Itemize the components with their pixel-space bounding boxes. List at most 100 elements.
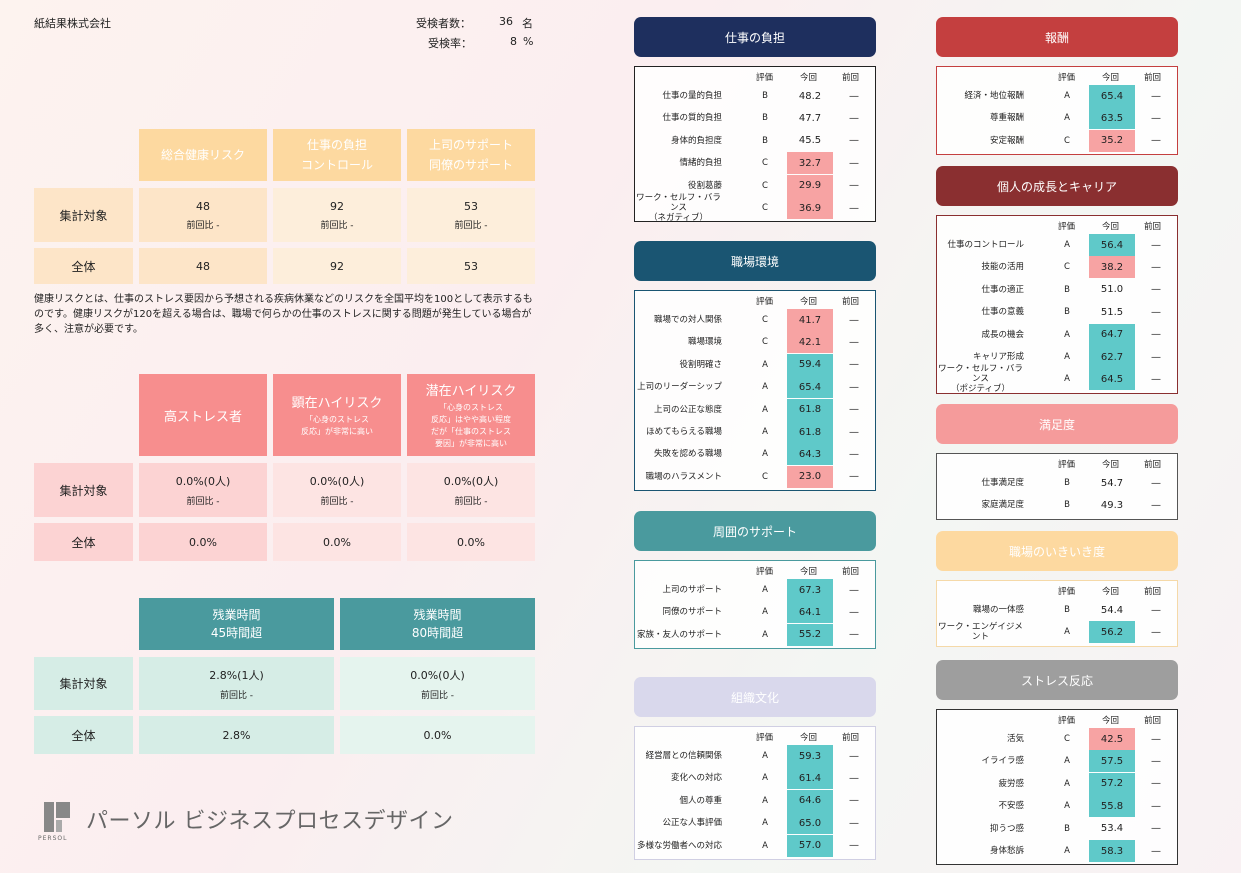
item-previous: — bbox=[1151, 604, 1161, 616]
item-name: 職場のハラスメント bbox=[645, 471, 722, 482]
item-grade: C bbox=[762, 203, 768, 213]
item-grade: B bbox=[1064, 823, 1070, 834]
risk-header-burden: 仕事の負担 コントロール bbox=[273, 129, 401, 181]
overtime-target-45: 2.8%(1人) 前回比 - bbox=[139, 657, 334, 710]
item-name: イライラ感 bbox=[981, 756, 1024, 767]
health-risk-note: 健康リスクとは、仕事のストレス要因から予想される疾病休業などのリスクを全国平均を… bbox=[34, 294, 533, 335]
table-row: 役割葛藤 C 29.9 — bbox=[635, 174, 875, 197]
item-previous: — bbox=[1151, 823, 1161, 835]
item-grade: B bbox=[1064, 500, 1070, 511]
overtime-row-all-label: 全体 bbox=[34, 716, 133, 754]
col-header-grade: 評価 bbox=[1058, 222, 1076, 232]
item-grade: A bbox=[762, 359, 768, 370]
table-row: 活気 C 42.5 — bbox=[937, 728, 1177, 750]
risk-target-support: 53 前回比 - bbox=[407, 188, 535, 242]
examinees-unit: 名 bbox=[522, 17, 533, 30]
item-name: 技能の活用 bbox=[981, 262, 1024, 273]
item-grade: C bbox=[762, 471, 768, 482]
item-current: 57.5 bbox=[1089, 750, 1135, 773]
table-row: 職場環境 C 42.1 — bbox=[635, 331, 875, 354]
col-header-grade: 評価 bbox=[1058, 587, 1076, 597]
panel-table-growth: 評価 今回 前回 仕事のコントロール A 56.4 — 技能の活用 C 38.2 — 仕事の適正 B 51… bbox=[936, 215, 1178, 394]
item-previous: — bbox=[1151, 733, 1161, 745]
table-row: 家庭満足度 B 49.3 — bbox=[937, 494, 1177, 516]
table-row: 仕事の量的負担 B 48.2 — bbox=[635, 85, 875, 107]
table-row: 変化への対応 A 61.4 — bbox=[635, 767, 875, 790]
item-grade: A bbox=[1064, 778, 1070, 789]
stress-target-high: 0.0%(0人) 前回比 - bbox=[139, 463, 267, 517]
item-previous: — bbox=[849, 606, 859, 618]
item-name: 役割葛藤 bbox=[687, 180, 722, 191]
item-current: 41.7 bbox=[787, 309, 833, 331]
item-current: 42.5 bbox=[1089, 728, 1135, 750]
table-row: 同僚のサポート A 64.1 — bbox=[635, 601, 875, 624]
item-previous: — bbox=[1151, 261, 1161, 273]
table-row: 尊重報酬 A 63.5 — bbox=[937, 107, 1177, 130]
table-row: 職場での対人関係 C 41.7 — bbox=[635, 309, 875, 331]
stress-target-latent: 0.0%(0人) 前回比 - bbox=[407, 463, 535, 517]
item-grade: B bbox=[1064, 284, 1070, 295]
overtime-row-target-label: 集計対象 bbox=[34, 657, 133, 710]
item-name: 家族・友人のサポート bbox=[636, 629, 722, 640]
item-previous: — bbox=[849, 112, 859, 124]
panel-title-reward: 報酬 bbox=[936, 17, 1178, 57]
item-name: 経営層との信頼関係 bbox=[645, 751, 722, 761]
item-grade: A bbox=[762, 840, 768, 851]
item-grade: A bbox=[1064, 627, 1070, 638]
item-previous: — bbox=[1151, 112, 1161, 124]
item-current: 64.3 bbox=[787, 443, 833, 466]
risk-row-all-label: 全体 bbox=[34, 248, 133, 284]
item-name: 個人の尊重 bbox=[679, 795, 722, 806]
item-grade: A bbox=[1064, 113, 1070, 124]
cell-prev: 前回比 - bbox=[320, 497, 354, 507]
stress-row-all-label: 全体 bbox=[34, 523, 133, 561]
table-row: 経済・地位報酬 A 65.4 — bbox=[937, 85, 1177, 107]
header-subtitle: 「心身のストレス 反応」が非常に高い bbox=[301, 415, 373, 436]
item-name: 仕事の質的負担 bbox=[662, 113, 722, 124]
cell-prev: 前回比 - bbox=[454, 497, 488, 507]
table-row: 職場のハラスメント C 23.0 — bbox=[635, 465, 875, 488]
col-header-current: 今回 bbox=[800, 733, 818, 743]
item-grade: B bbox=[1064, 605, 1070, 615]
stress-header-manifest: 顕在ハイリスク 「心身のストレス 反応」が非常に高い bbox=[273, 374, 401, 456]
col-header-current: 今回 bbox=[800, 567, 818, 577]
item-name: 仕事の意義 bbox=[981, 307, 1024, 318]
item-name: 仕事の適正 bbox=[981, 284, 1024, 295]
item-previous: — bbox=[849, 202, 859, 214]
item-grade: A bbox=[1064, 756, 1070, 767]
item-current: 45.5 bbox=[798, 135, 822, 147]
panel-table-stress: 評価 今回 前回 活気 C 42.5 — イライラ感 A 57.5 — 疲労感 A 57.2 — 不安感 A 55… bbox=[936, 709, 1178, 866]
risk-row-target-label: 集計対象 bbox=[34, 188, 133, 242]
item-grade: C bbox=[762, 180, 768, 191]
table-row: 仕事満足度 B 54.7 — bbox=[937, 472, 1177, 494]
item-current: 36.9 bbox=[787, 197, 833, 219]
item-grade: A bbox=[762, 449, 768, 460]
item-current: 55.8 bbox=[1089, 795, 1135, 818]
item-grade: A bbox=[762, 585, 768, 595]
item-grade: A bbox=[1064, 374, 1070, 385]
company-logo-text: パーソル ビジネスプロセスデザイン bbox=[86, 809, 454, 834]
table-row: ほめてもらえる職場 A 61.8 — bbox=[635, 421, 875, 443]
cell-value: 53 bbox=[464, 199, 478, 213]
item-name: 職場の一体感 bbox=[972, 605, 1024, 615]
item-current: 61.8 bbox=[787, 398, 833, 421]
col-header-previous: 前回 bbox=[842, 733, 860, 743]
item-current: 35.2 bbox=[1089, 129, 1135, 152]
item-previous: — bbox=[849, 584, 859, 596]
overtime-all-80: 0.0% bbox=[340, 716, 535, 754]
table-row: イライラ感 A 57.5 — bbox=[937, 750, 1177, 773]
item-current: 29.9 bbox=[787, 174, 833, 197]
col-header-previous: 前回 bbox=[1144, 460, 1162, 470]
item-previous: — bbox=[849, 135, 859, 147]
item-name: ワーク・エンゲイジメント bbox=[938, 622, 1023, 643]
panel-title-engagement: 職場のいきいき度 bbox=[936, 531, 1178, 571]
item-previous: — bbox=[1151, 626, 1161, 638]
panel-table-reward: 評価 今回 前回 経済・地位報酬 A 65.4 — 尊重報酬 A 63.5 — 安定報酬 C 35.2 — bbox=[936, 66, 1178, 156]
col-header-current: 今回 bbox=[1102, 716, 1120, 726]
table-row: 家族・友人のサポート A 55.2 — bbox=[635, 623, 875, 646]
item-grade: A bbox=[762, 404, 768, 415]
table-row: 身体的負担度 B 45.5 — bbox=[635, 130, 875, 152]
item-name: 多様な労働者への対応 bbox=[636, 840, 722, 851]
panel-title-satisfaction: 満足度 bbox=[936, 404, 1178, 444]
table-row: ワーク・セルフ・バランス （ネガティブ） C 36.9 — bbox=[635, 193, 875, 223]
